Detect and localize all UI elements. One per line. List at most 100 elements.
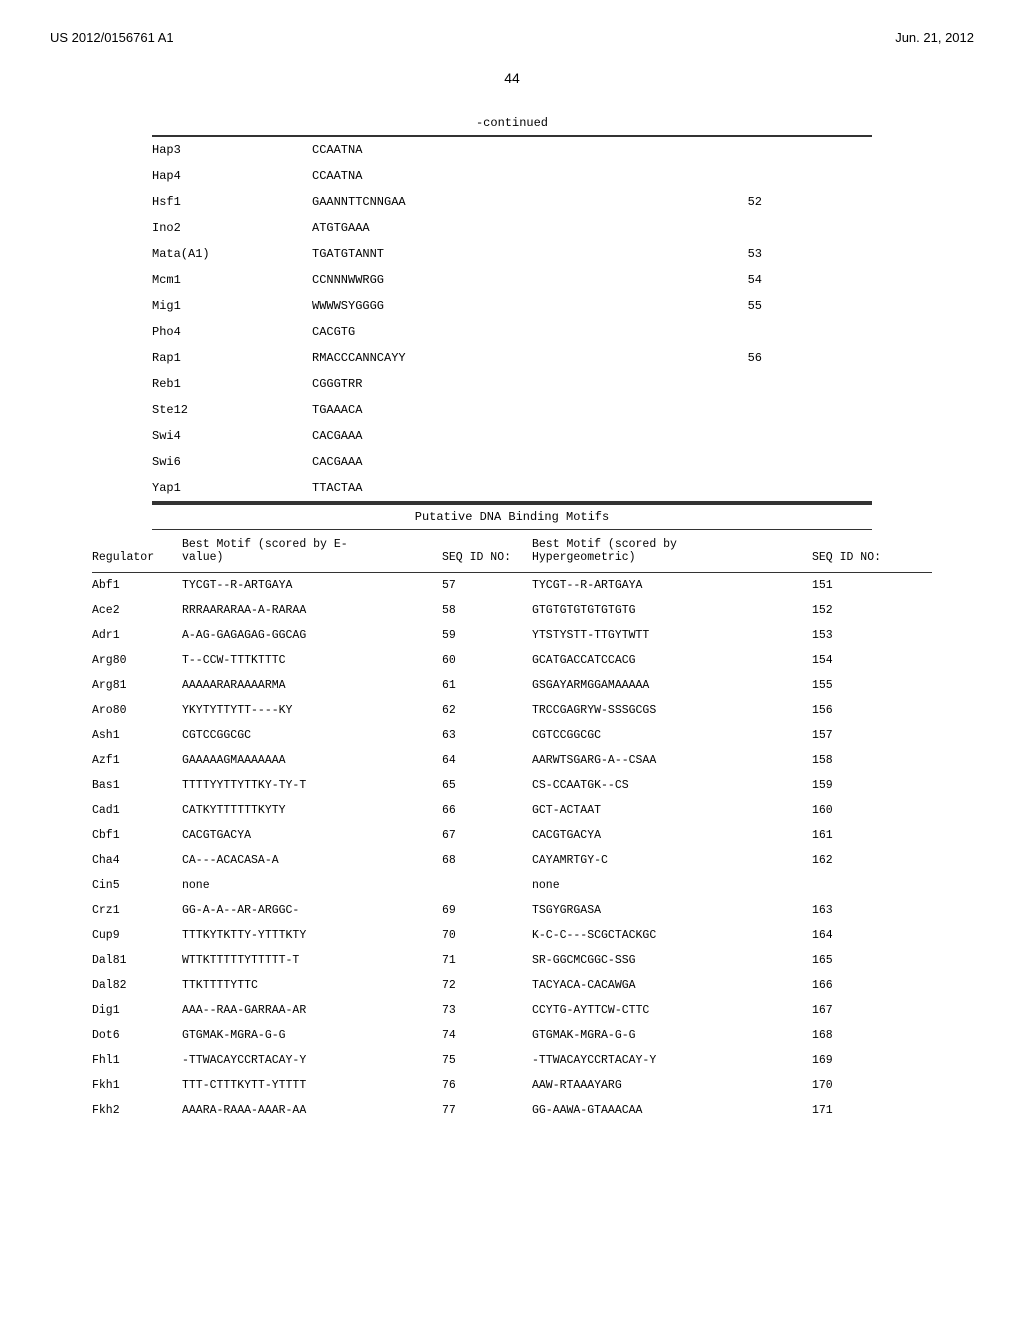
motif-seqid bbox=[662, 143, 762, 157]
putative-seqid1: 76 bbox=[442, 1079, 532, 1092]
motif-seqid bbox=[662, 325, 762, 339]
putative-seqid2: 163 bbox=[812, 904, 892, 917]
putative-motif2: CACGTGACYA bbox=[532, 829, 812, 842]
putative-row: Cha4CA---ACACASA-A68CAYAMRTGY-C162 bbox=[92, 848, 932, 873]
putative-seqid2: 168 bbox=[812, 1029, 892, 1042]
motif-table: Hap3CCAATNAHap4CCAATNAHsf1GAANNTTCNNGAA5… bbox=[152, 135, 872, 530]
motif-seqid bbox=[662, 455, 762, 469]
putative-regulator: Cha4 bbox=[92, 854, 182, 867]
motif-name: Ste12 bbox=[152, 403, 312, 417]
motif-row: Hap4CCAATNA bbox=[152, 163, 872, 189]
putative-seqid1: 77 bbox=[442, 1104, 532, 1117]
header-motif2: Best Motif (scored by Hypergeometric) bbox=[532, 538, 812, 564]
motif-name: Yap1 bbox=[152, 481, 312, 495]
putative-row: Adr1A-AG-GAGAGAG-GGCAG59YTSTYSTT-TTGYTWT… bbox=[92, 623, 932, 648]
putative-seqid1: 57 bbox=[442, 579, 532, 592]
putative-seqid1 bbox=[442, 879, 532, 892]
putative-row: Cad1CATKYTTTTTTKYTY66GCT-ACTAAT160 bbox=[92, 798, 932, 823]
putative-row: Ash1CGTCCGGCGC63CGTCCGGCGC157 bbox=[92, 723, 932, 748]
putative-motif1: TTTTYYTTYTTKY-TY-T bbox=[182, 779, 442, 792]
putative-seqid1: 66 bbox=[442, 804, 532, 817]
putative-regulator: Ash1 bbox=[92, 729, 182, 742]
motif-sequence: CACGAAA bbox=[312, 429, 662, 443]
putative-motif1: TTT-CTTTKYTT-YTTTT bbox=[182, 1079, 442, 1092]
putative-regulator: Aro80 bbox=[92, 704, 182, 717]
putative-motif2: GCATGACCATCCACG bbox=[532, 654, 812, 667]
motif-seqid bbox=[662, 221, 762, 235]
motif-row: Pho4CACGTG bbox=[152, 319, 872, 345]
putative-motif2: GSGAYARMGGAMAAAAA bbox=[532, 679, 812, 692]
putative-seqid2: 160 bbox=[812, 804, 892, 817]
putative-seqid2: 169 bbox=[812, 1054, 892, 1067]
motif-name: Hap3 bbox=[152, 143, 312, 157]
putative-motif1: none bbox=[182, 879, 442, 892]
motif-sequence: RMACCCANNCAYY bbox=[312, 351, 662, 365]
putative-row: Bas1TTTTYYTTYTTKY-TY-T65CS-CCAATGK--CS15… bbox=[92, 773, 932, 798]
putative-seqid2 bbox=[812, 879, 892, 892]
motif-seqid: 53 bbox=[662, 247, 762, 261]
motif-seqid bbox=[662, 481, 762, 495]
motif-sequence: CACGAAA bbox=[312, 455, 662, 469]
motif-sequence: ATGTGAAA bbox=[312, 221, 662, 235]
putative-regulator: Crz1 bbox=[92, 904, 182, 917]
motif-row: Rap1RMACCCANNCAYY56 bbox=[152, 345, 872, 371]
putative-regulator: Dot6 bbox=[92, 1029, 182, 1042]
putative-regulator: Dal81 bbox=[92, 954, 182, 967]
motif-seqid bbox=[662, 169, 762, 183]
putative-motif2: GTGMAK-MGRA-G-G bbox=[532, 1029, 812, 1042]
putative-section-header: Putative DNA Binding Motifs bbox=[152, 503, 872, 530]
motif-row: Hsf1GAANNTTCNNGAA52 bbox=[152, 189, 872, 215]
putative-motif2: SR-GGCMCGGC-SSG bbox=[532, 954, 812, 967]
putative-seqid2: 151 bbox=[812, 579, 892, 592]
putative-regulator: Dig1 bbox=[92, 1004, 182, 1017]
motif-name: Hsf1 bbox=[152, 195, 312, 209]
motif-name: Mata(A1) bbox=[152, 247, 312, 261]
putative-regulator: Cup9 bbox=[92, 929, 182, 942]
putative-regulator: Dal82 bbox=[92, 979, 182, 992]
motif-sequence: TTACTAA bbox=[312, 481, 662, 495]
motif-sequence: TGAAACA bbox=[312, 403, 662, 417]
putative-motif1: TTKTTTTYTTC bbox=[182, 979, 442, 992]
putative-seqid1: 61 bbox=[442, 679, 532, 692]
putative-seqid1: 67 bbox=[442, 829, 532, 842]
putative-header-row: Regulator Best Motif (scored by E- value… bbox=[92, 530, 932, 573]
putative-row: Aro80YKYTYTTYTT----KY62TRCCGAGRYW-SSSGCG… bbox=[92, 698, 932, 723]
motif-row: Hap3CCAATNA bbox=[152, 137, 872, 163]
putative-row: Cin5nonenone bbox=[92, 873, 932, 898]
page-header: US 2012/0156761 A1 Jun. 21, 2012 bbox=[50, 30, 974, 45]
motif-sequence: WWWWSYGGGG bbox=[312, 299, 662, 313]
putative-motif1: CATKYTTTTTTKYTY bbox=[182, 804, 442, 817]
motif-seqid: 54 bbox=[662, 273, 762, 287]
motif-sequence: CCNNNWWRGG bbox=[312, 273, 662, 287]
putative-row: Dal81WTTKTTTTTYTTTTT-T71SR-GGCMCGGC-SSG1… bbox=[92, 948, 932, 973]
putative-row: Cup9TTTKYTKTTY-YTTTKTY70K-C-C---SCGCTACK… bbox=[92, 923, 932, 948]
motif-seqid: 52 bbox=[662, 195, 762, 209]
putative-seqid1: 74 bbox=[442, 1029, 532, 1042]
putative-seqid2: 157 bbox=[812, 729, 892, 742]
putative-motif2: CCYTG-AYTTCW-CTTC bbox=[532, 1004, 812, 1017]
putative-seqid1: 65 bbox=[442, 779, 532, 792]
putative-motif2: YTSTYSTT-TTGYTWTT bbox=[532, 629, 812, 642]
putative-motif2: TACYACA-CACAWGA bbox=[532, 979, 812, 992]
putative-motif1: CA---ACACASA-A bbox=[182, 854, 442, 867]
motif-sequence: CCAATNA bbox=[312, 169, 662, 183]
putative-seqid1: 64 bbox=[442, 754, 532, 767]
putative-row: Crz1GG-A-A--AR-ARGGC-69TSGYGRGASA163 bbox=[92, 898, 932, 923]
motif-name: Ino2 bbox=[152, 221, 312, 235]
putative-motif1: CACGTGACYA bbox=[182, 829, 442, 842]
header-regulator: Regulator bbox=[92, 538, 182, 564]
putative-seqid2: 158 bbox=[812, 754, 892, 767]
motif-name: Reb1 bbox=[152, 377, 312, 391]
motif-name: Swi4 bbox=[152, 429, 312, 443]
putative-motif1: T--CCW-TTTKTTTC bbox=[182, 654, 442, 667]
motif-row: Mig1WWWWSYGGGG55 bbox=[152, 293, 872, 319]
putative-regulator: Adr1 bbox=[92, 629, 182, 642]
putative-seqid2: 155 bbox=[812, 679, 892, 692]
putative-seqid2: 156 bbox=[812, 704, 892, 717]
putative-seqid1: 75 bbox=[442, 1054, 532, 1067]
putative-row: Dig1AAA--RAA-GARRAA-AR73CCYTG-AYTTCW-CTT… bbox=[92, 998, 932, 1023]
motif-name: Mcm1 bbox=[152, 273, 312, 287]
putative-seqid1: 72 bbox=[442, 979, 532, 992]
motif-name: Rap1 bbox=[152, 351, 312, 365]
motif-row: Ino2ATGTGAAA bbox=[152, 215, 872, 241]
